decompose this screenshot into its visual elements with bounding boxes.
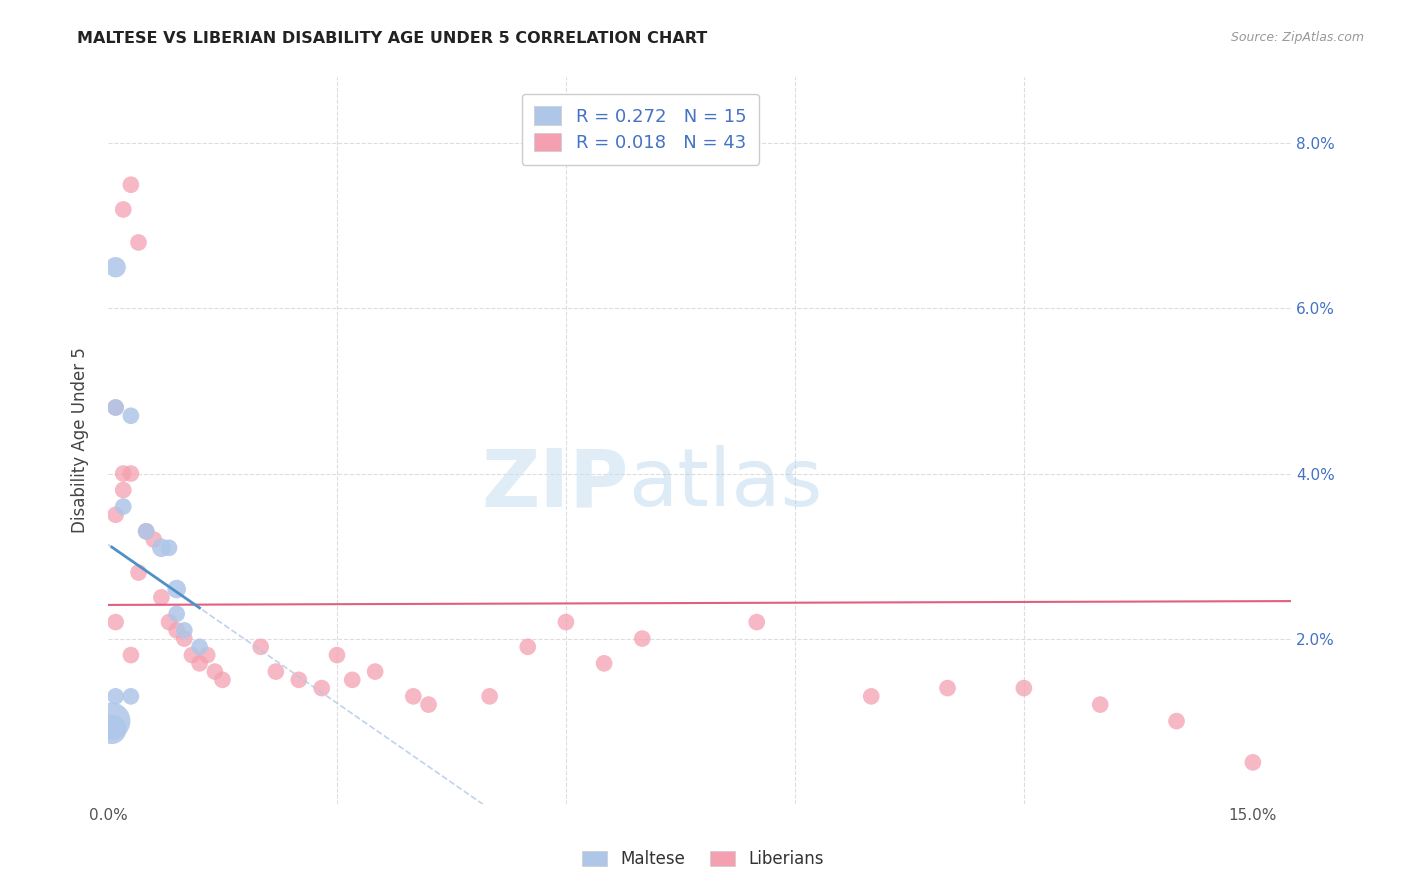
Point bbox=[120, 648, 142, 662]
Point bbox=[195, 648, 218, 662]
Point bbox=[166, 607, 188, 621]
Text: Source: ZipAtlas.com: Source: ZipAtlas.com bbox=[1230, 31, 1364, 45]
Point bbox=[157, 615, 180, 629]
Point bbox=[745, 615, 768, 629]
Point bbox=[860, 690, 883, 704]
Point bbox=[188, 640, 211, 654]
Point bbox=[104, 401, 127, 415]
Point bbox=[104, 401, 127, 415]
Point bbox=[181, 648, 204, 662]
Point bbox=[204, 665, 226, 679]
Point bbox=[166, 582, 188, 596]
Text: MALTESE VS LIBERIAN DISABILITY AGE UNDER 5 CORRELATION CHART: MALTESE VS LIBERIAN DISABILITY AGE UNDER… bbox=[77, 31, 707, 46]
Y-axis label: Disability Age Under 5: Disability Age Under 5 bbox=[72, 348, 89, 533]
Point bbox=[104, 260, 127, 275]
Point bbox=[120, 409, 142, 423]
Text: atlas: atlas bbox=[628, 445, 823, 523]
Point bbox=[112, 467, 135, 481]
Point bbox=[188, 657, 211, 671]
Point bbox=[1166, 714, 1188, 728]
Point bbox=[135, 524, 157, 539]
Point bbox=[418, 698, 440, 712]
Point bbox=[104, 508, 127, 522]
Point bbox=[112, 483, 135, 497]
Point bbox=[157, 541, 180, 555]
Point bbox=[173, 632, 195, 646]
Point bbox=[128, 566, 150, 580]
Point bbox=[402, 690, 425, 704]
Point bbox=[1012, 681, 1035, 695]
Legend: R = 0.272   N = 15, R = 0.018   N = 43: R = 0.272 N = 15, R = 0.018 N = 43 bbox=[522, 94, 759, 165]
Point bbox=[249, 640, 271, 654]
Point bbox=[342, 673, 364, 687]
Point bbox=[264, 665, 287, 679]
Point bbox=[364, 665, 387, 679]
Point bbox=[288, 673, 311, 687]
Point bbox=[104, 690, 127, 704]
Point bbox=[211, 673, 233, 687]
Point bbox=[1090, 698, 1112, 712]
Point bbox=[555, 615, 578, 629]
Point bbox=[120, 467, 142, 481]
Point bbox=[112, 202, 135, 217]
Text: ZIP: ZIP bbox=[481, 445, 628, 523]
Point bbox=[142, 533, 165, 547]
Point bbox=[593, 657, 616, 671]
Point bbox=[173, 624, 195, 638]
Point bbox=[150, 591, 173, 605]
Point bbox=[150, 541, 173, 555]
Point bbox=[166, 624, 188, 638]
Point bbox=[478, 690, 501, 704]
Point bbox=[311, 681, 333, 695]
Point bbox=[120, 690, 142, 704]
Point bbox=[1241, 756, 1264, 770]
Legend: Maltese, Liberians: Maltese, Liberians bbox=[575, 844, 831, 875]
Point bbox=[631, 632, 654, 646]
Point bbox=[135, 524, 157, 539]
Point bbox=[112, 500, 135, 514]
Point bbox=[120, 178, 142, 192]
Point bbox=[101, 714, 124, 728]
Point bbox=[936, 681, 959, 695]
Point bbox=[326, 648, 349, 662]
Point bbox=[101, 723, 124, 737]
Point bbox=[516, 640, 538, 654]
Point bbox=[104, 615, 127, 629]
Point bbox=[128, 235, 150, 250]
